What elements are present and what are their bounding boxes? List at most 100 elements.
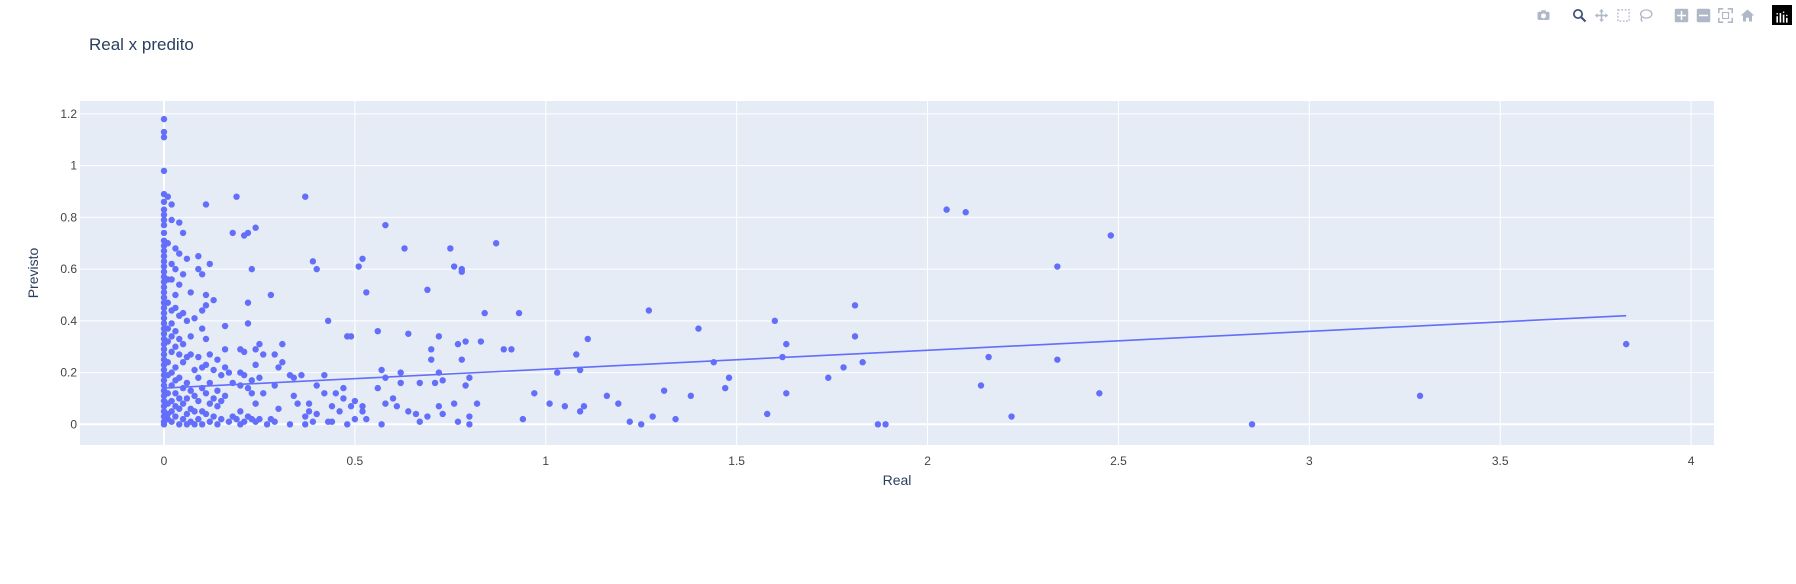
data-point[interactable]	[183, 317, 191, 325]
data-point[interactable]	[783, 340, 790, 348]
data-point[interactable]	[237, 408, 244, 415]
data-point[interactable]	[313, 382, 320, 389]
data-point[interactable]	[198, 307, 206, 314]
data-point[interactable]	[340, 395, 347, 402]
data-point[interactable]	[160, 351, 168, 358]
data-point[interactable]	[515, 309, 523, 317]
data-point[interactable]	[164, 390, 172, 397]
data-point[interactable]	[260, 390, 267, 397]
data-point[interactable]	[206, 418, 214, 425]
data-point[interactable]	[1416, 392, 1424, 400]
data-point[interactable]	[328, 418, 336, 425]
data-point[interactable]	[344, 421, 351, 428]
data-point[interactable]	[160, 421, 168, 428]
data-point[interactable]	[584, 335, 591, 343]
data-point[interactable]	[256, 415, 263, 423]
data-point[interactable]	[435, 403, 443, 410]
data-point[interactable]	[428, 356, 435, 363]
data-point[interactable]	[576, 366, 584, 374]
data-point[interactable]	[179, 415, 187, 423]
data-point[interactable]	[176, 395, 183, 402]
data-point[interactable]	[164, 299, 172, 306]
data-point[interactable]	[389, 395, 397, 402]
data-point[interactable]	[351, 397, 359, 405]
data-point[interactable]	[435, 333, 443, 340]
data-point[interactable]	[191, 421, 198, 428]
data-point[interactable]	[603, 392, 611, 400]
data-point[interactable]	[164, 338, 172, 345]
data-point[interactable]	[359, 403, 366, 410]
data-point[interactable]	[233, 193, 240, 200]
data-point[interactable]	[183, 395, 191, 402]
data-point[interactable]	[347, 333, 355, 340]
data-point[interactable]	[340, 384, 347, 392]
data-point[interactable]	[393, 403, 401, 410]
data-point[interactable]	[168, 201, 175, 208]
data-point[interactable]	[851, 302, 859, 309]
data-point[interactable]	[771, 317, 779, 325]
autoscale-icon[interactable]	[1714, 4, 1736, 26]
data-point[interactable]	[160, 284, 168, 291]
data-point[interactable]	[977, 382, 985, 389]
data-point[interactable]	[206, 351, 214, 358]
data-point[interactable]	[252, 346, 259, 353]
data-point[interactable]	[279, 340, 286, 348]
lasso-select-icon[interactable]	[1634, 4, 1656, 26]
data-point[interactable]	[424, 286, 431, 294]
data-point[interactable]	[160, 377, 168, 384]
box-select-icon[interactable]	[1612, 4, 1634, 26]
data-point[interactable]	[164, 240, 172, 247]
data-point[interactable]	[321, 371, 328, 379]
data-point[interactable]	[374, 327, 381, 335]
data-point[interactable]	[263, 421, 271, 428]
data-point[interactable]	[401, 245, 408, 252]
data-point[interactable]	[626, 418, 633, 425]
data-point[interactable]	[1008, 413, 1015, 420]
data-point[interactable]	[313, 410, 320, 418]
data-point[interactable]	[305, 400, 313, 407]
zoom-in-icon[interactable]	[1670, 4, 1692, 26]
data-point[interactable]	[519, 415, 527, 423]
data-point[interactable]	[179, 340, 187, 348]
data-point[interactable]	[202, 335, 210, 343]
data-point[interactable]	[198, 325, 206, 332]
data-point[interactable]	[279, 359, 286, 366]
data-point[interactable]	[160, 304, 168, 312]
data-point[interactable]	[397, 369, 404, 376]
data-point[interactable]	[336, 408, 343, 415]
data-point[interactable]	[275, 364, 282, 371]
data-point[interactable]	[454, 340, 462, 348]
data-point[interactable]	[168, 397, 175, 405]
data-point[interactable]	[431, 379, 439, 387]
data-point[interactable]	[237, 382, 244, 389]
data-point[interactable]	[825, 374, 832, 381]
data-point[interactable]	[374, 384, 381, 392]
data-point[interactable]	[695, 325, 702, 332]
data-point[interactable]	[179, 359, 187, 366]
data-point[interactable]	[160, 115, 168, 123]
data-point[interactable]	[271, 351, 278, 358]
data-point[interactable]	[302, 193, 309, 200]
data-point[interactable]	[439, 410, 446, 418]
data-point[interactable]	[1054, 263, 1061, 270]
data-point[interactable]	[286, 421, 294, 428]
data-point[interactable]	[164, 193, 172, 200]
data-point[interactable]	[214, 421, 221, 428]
plot-area[interactable]	[80, 101, 1714, 445]
data-point[interactable]	[943, 206, 950, 213]
data-point[interactable]	[210, 296, 217, 304]
data-point[interactable]	[405, 330, 412, 337]
data-point[interactable]	[508, 346, 515, 353]
data-point[interactable]	[271, 382, 278, 389]
data-point[interactable]	[244, 320, 252, 327]
plotly-logo-icon[interactable]	[1772, 5, 1792, 25]
data-point[interactable]	[176, 335, 183, 343]
data-point[interactable]	[439, 377, 446, 384]
data-point[interactable]	[248, 265, 255, 273]
zoom-icon[interactable]	[1568, 4, 1590, 26]
data-point[interactable]	[187, 289, 194, 296]
data-point[interactable]	[225, 418, 233, 425]
data-point[interactable]	[363, 289, 370, 296]
data-point[interactable]	[294, 400, 301, 407]
data-point[interactable]	[649, 413, 656, 420]
